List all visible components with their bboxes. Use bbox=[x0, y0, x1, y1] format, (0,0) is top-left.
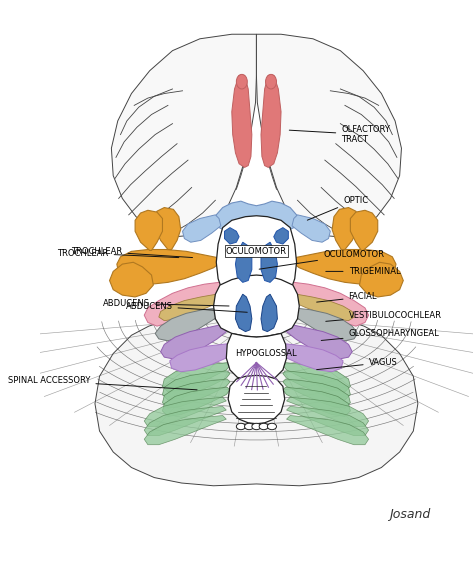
Ellipse shape bbox=[265, 74, 276, 89]
Polygon shape bbox=[236, 294, 252, 332]
Text: OLFACTORY
TRACT: OLFACTORY TRACT bbox=[289, 125, 390, 144]
Polygon shape bbox=[272, 343, 343, 372]
Polygon shape bbox=[154, 208, 181, 249]
Polygon shape bbox=[225, 228, 239, 244]
Polygon shape bbox=[228, 375, 285, 424]
Text: OCULOMOTOR: OCULOMOTOR bbox=[226, 247, 287, 256]
Polygon shape bbox=[261, 294, 277, 332]
Polygon shape bbox=[283, 379, 350, 408]
Polygon shape bbox=[288, 308, 358, 341]
Polygon shape bbox=[144, 407, 226, 436]
Text: OPTIC: OPTIC bbox=[307, 196, 368, 220]
Polygon shape bbox=[163, 371, 230, 400]
Polygon shape bbox=[95, 313, 418, 486]
Text: TROCHLEAR: TROCHLEAR bbox=[57, 249, 179, 257]
Polygon shape bbox=[359, 263, 403, 297]
Polygon shape bbox=[261, 76, 281, 168]
Text: SPINAL ACCESSORY: SPINAL ACCESSORY bbox=[8, 376, 197, 390]
Ellipse shape bbox=[237, 423, 246, 430]
Text: TROCHLEAR: TROCHLEAR bbox=[71, 247, 192, 257]
Polygon shape bbox=[350, 210, 378, 251]
Polygon shape bbox=[286, 398, 369, 427]
Polygon shape bbox=[288, 283, 369, 326]
Polygon shape bbox=[144, 283, 225, 326]
Text: Josand: Josand bbox=[389, 508, 430, 521]
Text: TRIGEMINAL: TRIGEMINAL bbox=[326, 267, 400, 276]
Polygon shape bbox=[283, 371, 350, 400]
Text: HYPOGLOSSAL: HYPOGLOSSAL bbox=[235, 349, 296, 358]
Text: VESTIBULOCOCHLEAR: VESTIBULOCOCHLEAR bbox=[326, 311, 442, 321]
Polygon shape bbox=[261, 242, 277, 283]
Polygon shape bbox=[117, 249, 221, 284]
Polygon shape bbox=[163, 379, 230, 408]
Polygon shape bbox=[144, 398, 226, 427]
Polygon shape bbox=[283, 387, 350, 416]
Polygon shape bbox=[274, 228, 288, 244]
Polygon shape bbox=[286, 324, 352, 359]
Text: GLOSSOPHARYNGEAL: GLOSSOPHARYNGEAL bbox=[321, 329, 439, 340]
Text: VAGUS: VAGUS bbox=[317, 358, 397, 370]
Polygon shape bbox=[170, 343, 241, 372]
Polygon shape bbox=[283, 363, 350, 392]
Polygon shape bbox=[214, 275, 299, 337]
Text: ABDUCENS: ABDUCENS bbox=[126, 301, 247, 312]
Text: OCULOMOTOR: OCULOMOTOR bbox=[259, 251, 384, 269]
Polygon shape bbox=[163, 363, 230, 392]
Polygon shape bbox=[294, 294, 354, 321]
Ellipse shape bbox=[259, 423, 268, 430]
Polygon shape bbox=[226, 333, 286, 382]
Polygon shape bbox=[216, 216, 297, 304]
Polygon shape bbox=[232, 76, 252, 168]
Text: FACIAL: FACIAL bbox=[317, 292, 377, 302]
Polygon shape bbox=[135, 210, 163, 251]
Polygon shape bbox=[292, 215, 330, 242]
Text: ABDUCENS: ABDUCENS bbox=[103, 299, 229, 308]
Ellipse shape bbox=[245, 423, 254, 430]
Ellipse shape bbox=[252, 423, 261, 430]
Polygon shape bbox=[332, 208, 359, 249]
Polygon shape bbox=[111, 34, 256, 237]
Polygon shape bbox=[155, 308, 225, 341]
Polygon shape bbox=[144, 415, 226, 444]
Polygon shape bbox=[161, 324, 227, 359]
Polygon shape bbox=[163, 387, 230, 416]
Ellipse shape bbox=[237, 74, 247, 89]
Polygon shape bbox=[236, 242, 252, 283]
Ellipse shape bbox=[267, 423, 276, 430]
Polygon shape bbox=[109, 263, 154, 297]
Polygon shape bbox=[286, 415, 369, 444]
Polygon shape bbox=[292, 249, 396, 284]
Polygon shape bbox=[286, 407, 369, 436]
Polygon shape bbox=[182, 215, 221, 242]
Polygon shape bbox=[159, 294, 219, 321]
Polygon shape bbox=[256, 34, 401, 237]
Polygon shape bbox=[215, 201, 298, 231]
